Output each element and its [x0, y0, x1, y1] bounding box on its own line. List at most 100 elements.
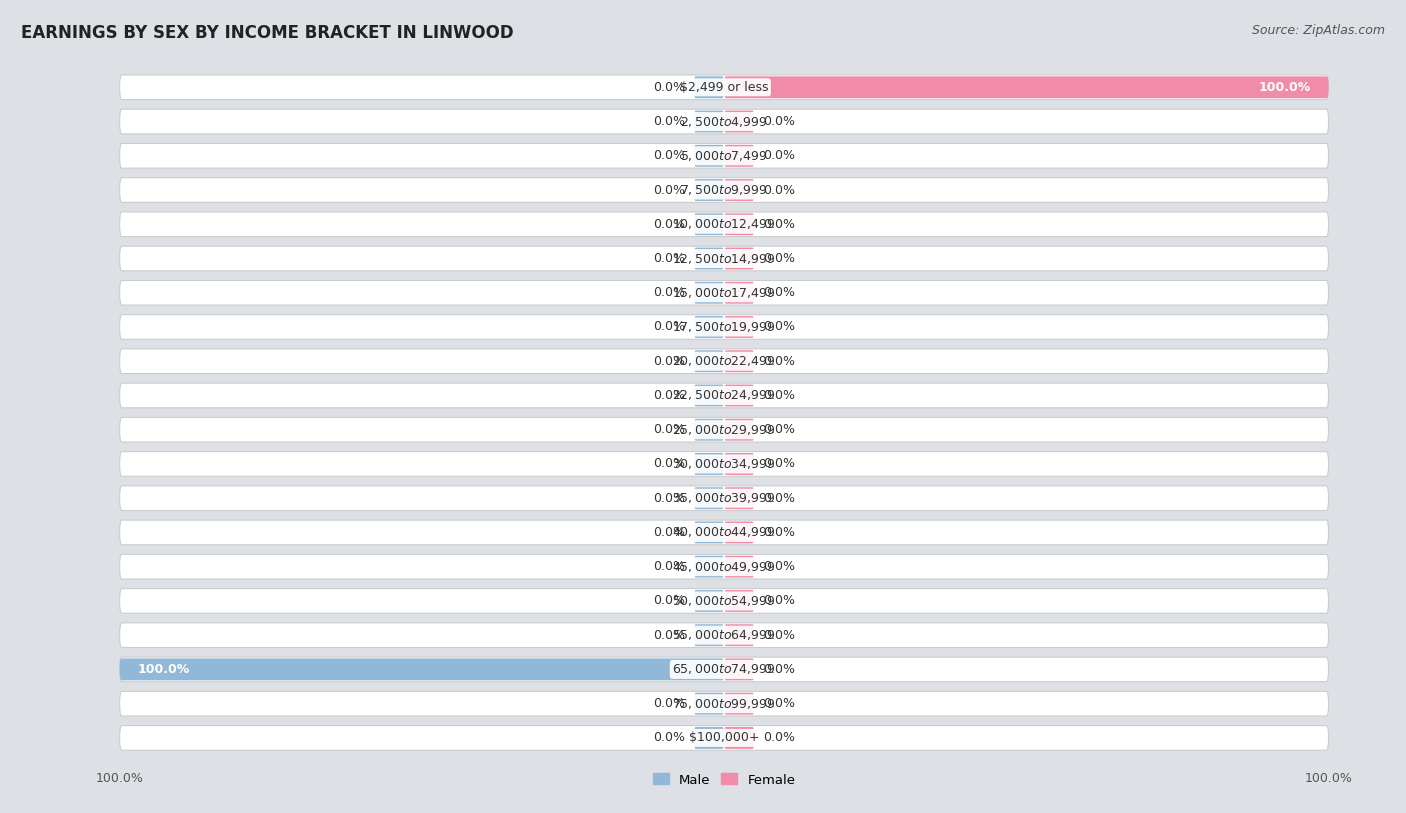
FancyBboxPatch shape: [120, 246, 1329, 271]
Text: 0.0%: 0.0%: [763, 732, 796, 745]
FancyBboxPatch shape: [724, 659, 754, 680]
Text: $15,000 to $17,499: $15,000 to $17,499: [672, 285, 776, 300]
FancyBboxPatch shape: [695, 487, 724, 509]
Text: $55,000 to $64,999: $55,000 to $64,999: [672, 628, 776, 642]
FancyBboxPatch shape: [120, 417, 1329, 442]
Text: 0.0%: 0.0%: [763, 184, 796, 197]
FancyBboxPatch shape: [724, 350, 754, 372]
FancyBboxPatch shape: [695, 247, 724, 269]
FancyBboxPatch shape: [724, 419, 754, 441]
Text: 0.0%: 0.0%: [763, 594, 796, 607]
FancyBboxPatch shape: [695, 385, 724, 406]
FancyBboxPatch shape: [695, 111, 724, 133]
Text: $40,000 to $44,999: $40,000 to $44,999: [672, 525, 776, 540]
Text: $5,000 to $7,499: $5,000 to $7,499: [681, 149, 768, 163]
FancyBboxPatch shape: [695, 590, 724, 612]
FancyBboxPatch shape: [120, 657, 1329, 682]
Text: 0.0%: 0.0%: [652, 458, 685, 471]
Text: $2,500 to $4,999: $2,500 to $4,999: [681, 115, 768, 128]
Text: 0.0%: 0.0%: [763, 698, 796, 711]
FancyBboxPatch shape: [724, 282, 754, 304]
FancyBboxPatch shape: [120, 143, 1329, 168]
Text: 0.0%: 0.0%: [763, 458, 796, 471]
FancyBboxPatch shape: [120, 623, 1329, 647]
FancyBboxPatch shape: [724, 145, 754, 167]
Text: 0.0%: 0.0%: [763, 354, 796, 367]
FancyBboxPatch shape: [695, 179, 724, 201]
Text: $2,499 or less: $2,499 or less: [681, 80, 768, 93]
Text: 0.0%: 0.0%: [652, 526, 685, 539]
FancyBboxPatch shape: [695, 350, 724, 372]
Text: 0.0%: 0.0%: [652, 218, 685, 231]
Text: $25,000 to $29,999: $25,000 to $29,999: [672, 423, 776, 437]
FancyBboxPatch shape: [120, 349, 1329, 373]
Text: 0.0%: 0.0%: [763, 252, 796, 265]
Text: 0.0%: 0.0%: [763, 492, 796, 505]
Text: 0.0%: 0.0%: [652, 184, 685, 197]
FancyBboxPatch shape: [724, 487, 754, 509]
Text: $100,000+: $100,000+: [689, 732, 759, 745]
FancyBboxPatch shape: [695, 556, 724, 578]
Text: 0.0%: 0.0%: [763, 115, 796, 128]
FancyBboxPatch shape: [724, 453, 754, 475]
FancyBboxPatch shape: [695, 453, 724, 475]
FancyBboxPatch shape: [120, 75, 1329, 100]
Text: 0.0%: 0.0%: [763, 389, 796, 402]
Legend: Male, Female: Male, Female: [647, 768, 801, 792]
Text: 0.0%: 0.0%: [652, 320, 685, 333]
FancyBboxPatch shape: [695, 76, 724, 98]
FancyBboxPatch shape: [724, 624, 754, 646]
FancyBboxPatch shape: [120, 280, 1329, 305]
FancyBboxPatch shape: [120, 486, 1329, 511]
Text: 0.0%: 0.0%: [652, 594, 685, 607]
Text: $12,500 to $14,999: $12,500 to $14,999: [672, 251, 776, 266]
FancyBboxPatch shape: [724, 693, 754, 715]
FancyBboxPatch shape: [695, 419, 724, 441]
Text: 100.0%: 100.0%: [1258, 80, 1310, 93]
FancyBboxPatch shape: [695, 145, 724, 167]
FancyBboxPatch shape: [120, 520, 1329, 545]
Text: 0.0%: 0.0%: [652, 115, 685, 128]
FancyBboxPatch shape: [120, 659, 724, 680]
Text: 0.0%: 0.0%: [652, 628, 685, 641]
FancyBboxPatch shape: [724, 590, 754, 612]
FancyBboxPatch shape: [724, 385, 754, 406]
FancyBboxPatch shape: [724, 521, 754, 543]
FancyBboxPatch shape: [120, 589, 1329, 613]
FancyBboxPatch shape: [724, 556, 754, 578]
FancyBboxPatch shape: [724, 179, 754, 201]
Text: $35,000 to $39,999: $35,000 to $39,999: [672, 491, 776, 505]
FancyBboxPatch shape: [120, 452, 1329, 476]
Text: 0.0%: 0.0%: [763, 424, 796, 437]
FancyBboxPatch shape: [695, 521, 724, 543]
FancyBboxPatch shape: [120, 691, 1329, 716]
Text: $65,000 to $74,999: $65,000 to $74,999: [672, 663, 776, 676]
Text: 0.0%: 0.0%: [652, 424, 685, 437]
Text: 0.0%: 0.0%: [763, 663, 796, 676]
FancyBboxPatch shape: [724, 76, 1329, 98]
Text: 0.0%: 0.0%: [652, 286, 685, 299]
Text: 0.0%: 0.0%: [763, 150, 796, 163]
Text: $50,000 to $54,999: $50,000 to $54,999: [672, 594, 776, 608]
FancyBboxPatch shape: [695, 282, 724, 304]
Text: 0.0%: 0.0%: [652, 560, 685, 573]
FancyBboxPatch shape: [120, 725, 1329, 750]
FancyBboxPatch shape: [120, 554, 1329, 579]
Text: EARNINGS BY SEX BY INCOME BRACKET IN LINWOOD: EARNINGS BY SEX BY INCOME BRACKET IN LIN…: [21, 24, 513, 42]
Text: $17,500 to $19,999: $17,500 to $19,999: [672, 320, 776, 334]
Text: 0.0%: 0.0%: [652, 732, 685, 745]
Text: $45,000 to $49,999: $45,000 to $49,999: [672, 559, 776, 574]
Text: 100.0%: 100.0%: [138, 663, 190, 676]
Text: 0.0%: 0.0%: [763, 320, 796, 333]
FancyBboxPatch shape: [695, 624, 724, 646]
Text: 0.0%: 0.0%: [652, 80, 685, 93]
Text: $30,000 to $34,999: $30,000 to $34,999: [672, 457, 776, 471]
FancyBboxPatch shape: [120, 315, 1329, 339]
FancyBboxPatch shape: [724, 213, 754, 235]
Text: 0.0%: 0.0%: [763, 526, 796, 539]
FancyBboxPatch shape: [695, 213, 724, 235]
Text: Source: ZipAtlas.com: Source: ZipAtlas.com: [1251, 24, 1385, 37]
Text: 0.0%: 0.0%: [763, 628, 796, 641]
Text: 0.0%: 0.0%: [652, 698, 685, 711]
Text: 0.0%: 0.0%: [763, 560, 796, 573]
